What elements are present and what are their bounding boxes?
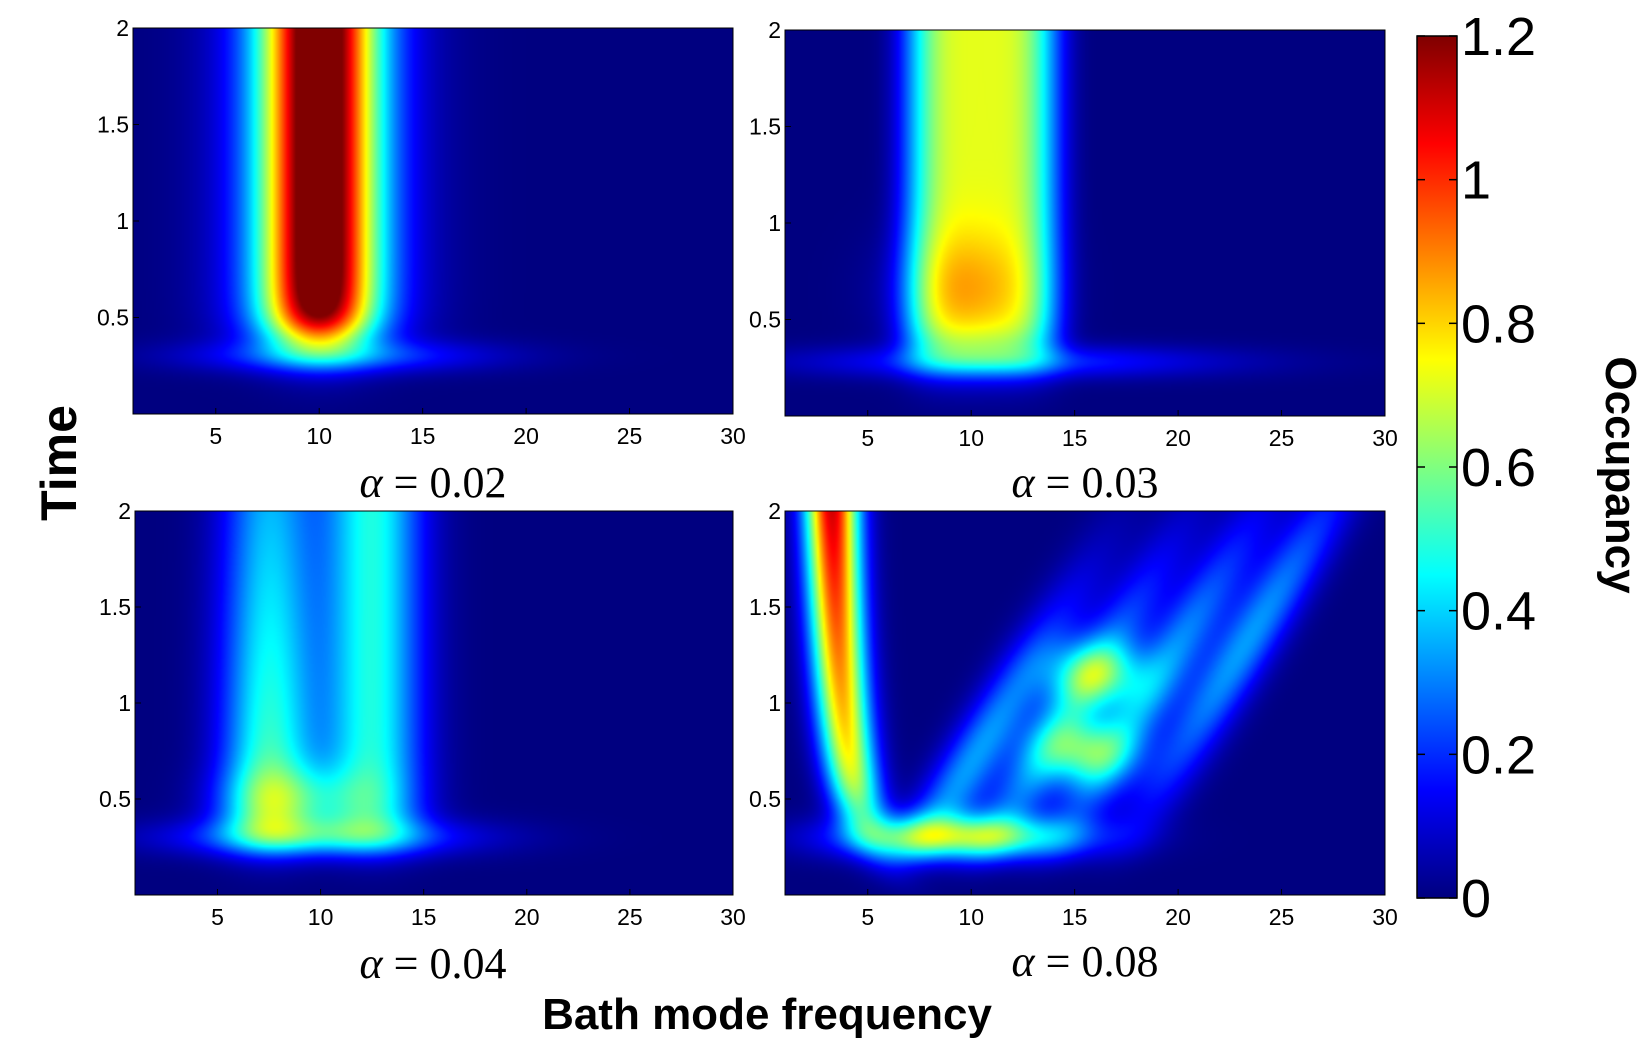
y-tick-label: 1: [768, 210, 781, 236]
heatmap-image-2: [785, 30, 1385, 416]
heatmap-image-4: [785, 511, 1385, 895]
y-tick-label: 2: [768, 498, 781, 524]
x-tick-label: 10: [958, 904, 984, 930]
x-ticks-3: 5 10 15 20 25 30: [211, 889, 746, 930]
y-tick-label: 2: [768, 17, 781, 43]
panel-title-2: α = 0.03: [1012, 458, 1159, 507]
x-ticks-2: 5 10 15 20 25 30: [861, 410, 1398, 451]
heatmap-image-3: [135, 511, 733, 895]
x-tick-label: 30: [1372, 425, 1398, 451]
panel-3: 5 10 15 20 25 30 0.5 1 1.5 2 α = 0.04: [99, 498, 746, 988]
x-tick-label: 20: [1165, 904, 1191, 930]
colorbar-tick-label: 1: [1461, 151, 1491, 211]
x-tick-label: 25: [617, 904, 643, 930]
x-tick-label: 10: [306, 423, 332, 449]
x-ticks-4: 5 10 15 20 25 30: [861, 889, 1398, 930]
y-tick-label: 0.5: [99, 786, 131, 812]
x-tick-label: 25: [617, 423, 643, 449]
x-axis-label: Bath mode frequency: [542, 990, 992, 1039]
x-tick-label: 10: [308, 904, 334, 930]
heatmap-image-1: [133, 28, 733, 414]
panel-title-1: α = 0.02: [360, 458, 507, 507]
colorbar-tick-label: 0.6: [1461, 438, 1536, 498]
colorbar-ticks: 0 0.2 0.4 0.6 0.8 1 1.2: [1417, 7, 1536, 929]
y-tick-label: 2: [116, 15, 129, 41]
x-tick-label: 10: [958, 425, 984, 451]
colorbar-label: Occupancy: [1596, 356, 1644, 594]
x-tick-label: 5: [209, 423, 222, 449]
y-tick-label: 1.5: [749, 594, 781, 620]
x-tick-label: 15: [410, 423, 436, 449]
panel-4: 5 10 15 20 25 30 0.5 1 1.5 2 α = 0.08: [749, 498, 1398, 986]
x-tick-label: 25: [1269, 904, 1295, 930]
y-tick-label: 1: [768, 690, 781, 716]
y-tick-label: 0.5: [749, 307, 781, 333]
x-ticks-1: 5 10 15 20 25 30: [209, 408, 746, 449]
y-tick-label: 1: [116, 208, 129, 234]
x-tick-label: 20: [513, 423, 539, 449]
x-tick-label: 5: [211, 904, 224, 930]
x-tick-label: 15: [1062, 904, 1088, 930]
colorbar-tick-label: 0.2: [1461, 725, 1536, 785]
x-tick-label: 30: [720, 423, 746, 449]
y-ticks-2: 0.5 1 1.5 2: [749, 17, 791, 333]
colorbar-tick-label: 0: [1461, 869, 1491, 929]
y-axis-label: Time: [31, 405, 87, 521]
x-tick-label: 20: [1165, 425, 1191, 451]
y-tick-label: 1.5: [749, 114, 781, 140]
y-tick-label: 0.5: [97, 305, 129, 331]
colorbar-tick-label: 0.4: [1461, 582, 1536, 642]
y-tick-label: 1.5: [97, 112, 129, 138]
x-tick-label: 5: [861, 904, 874, 930]
y-ticks-3: 0.5 1 1.5 2: [99, 498, 141, 812]
x-tick-label: 20: [514, 904, 540, 930]
y-tick-label: 1.5: [99, 594, 131, 620]
x-tick-label: 30: [720, 904, 746, 930]
y-tick-label: 1: [118, 690, 131, 716]
y-ticks-1: 0.5 1 1.5 2: [97, 15, 139, 331]
panel-title-3: α = 0.04: [360, 939, 507, 988]
x-tick-label: 15: [411, 904, 437, 930]
x-tick-label: 15: [1062, 425, 1088, 451]
x-tick-label: 25: [1269, 425, 1295, 451]
colorbar-tick-label: 1.2: [1461, 7, 1536, 67]
panel-2: 5 10 15 20 25 30 0.5 1 1.5 2 α = 0.03: [749, 17, 1398, 507]
y-ticks-4: 0.5 1 1.5 2: [749, 498, 791, 812]
panel-title-4: α = 0.08: [1012, 937, 1159, 986]
panel-1: 5 10 15 20 25 30 0.5 1 1.5 2 α = 0.02: [97, 15, 746, 507]
x-tick-label: 30: [1372, 904, 1398, 930]
colorbar: 0 0.2 0.4 0.6 0.8 1 1.2 Occupancy: [1416, 7, 1644, 929]
x-tick-label: 5: [861, 425, 874, 451]
y-tick-label: 2: [118, 498, 131, 524]
colorbar-tick-label: 0.8: [1461, 294, 1536, 354]
y-tick-label: 0.5: [749, 786, 781, 812]
